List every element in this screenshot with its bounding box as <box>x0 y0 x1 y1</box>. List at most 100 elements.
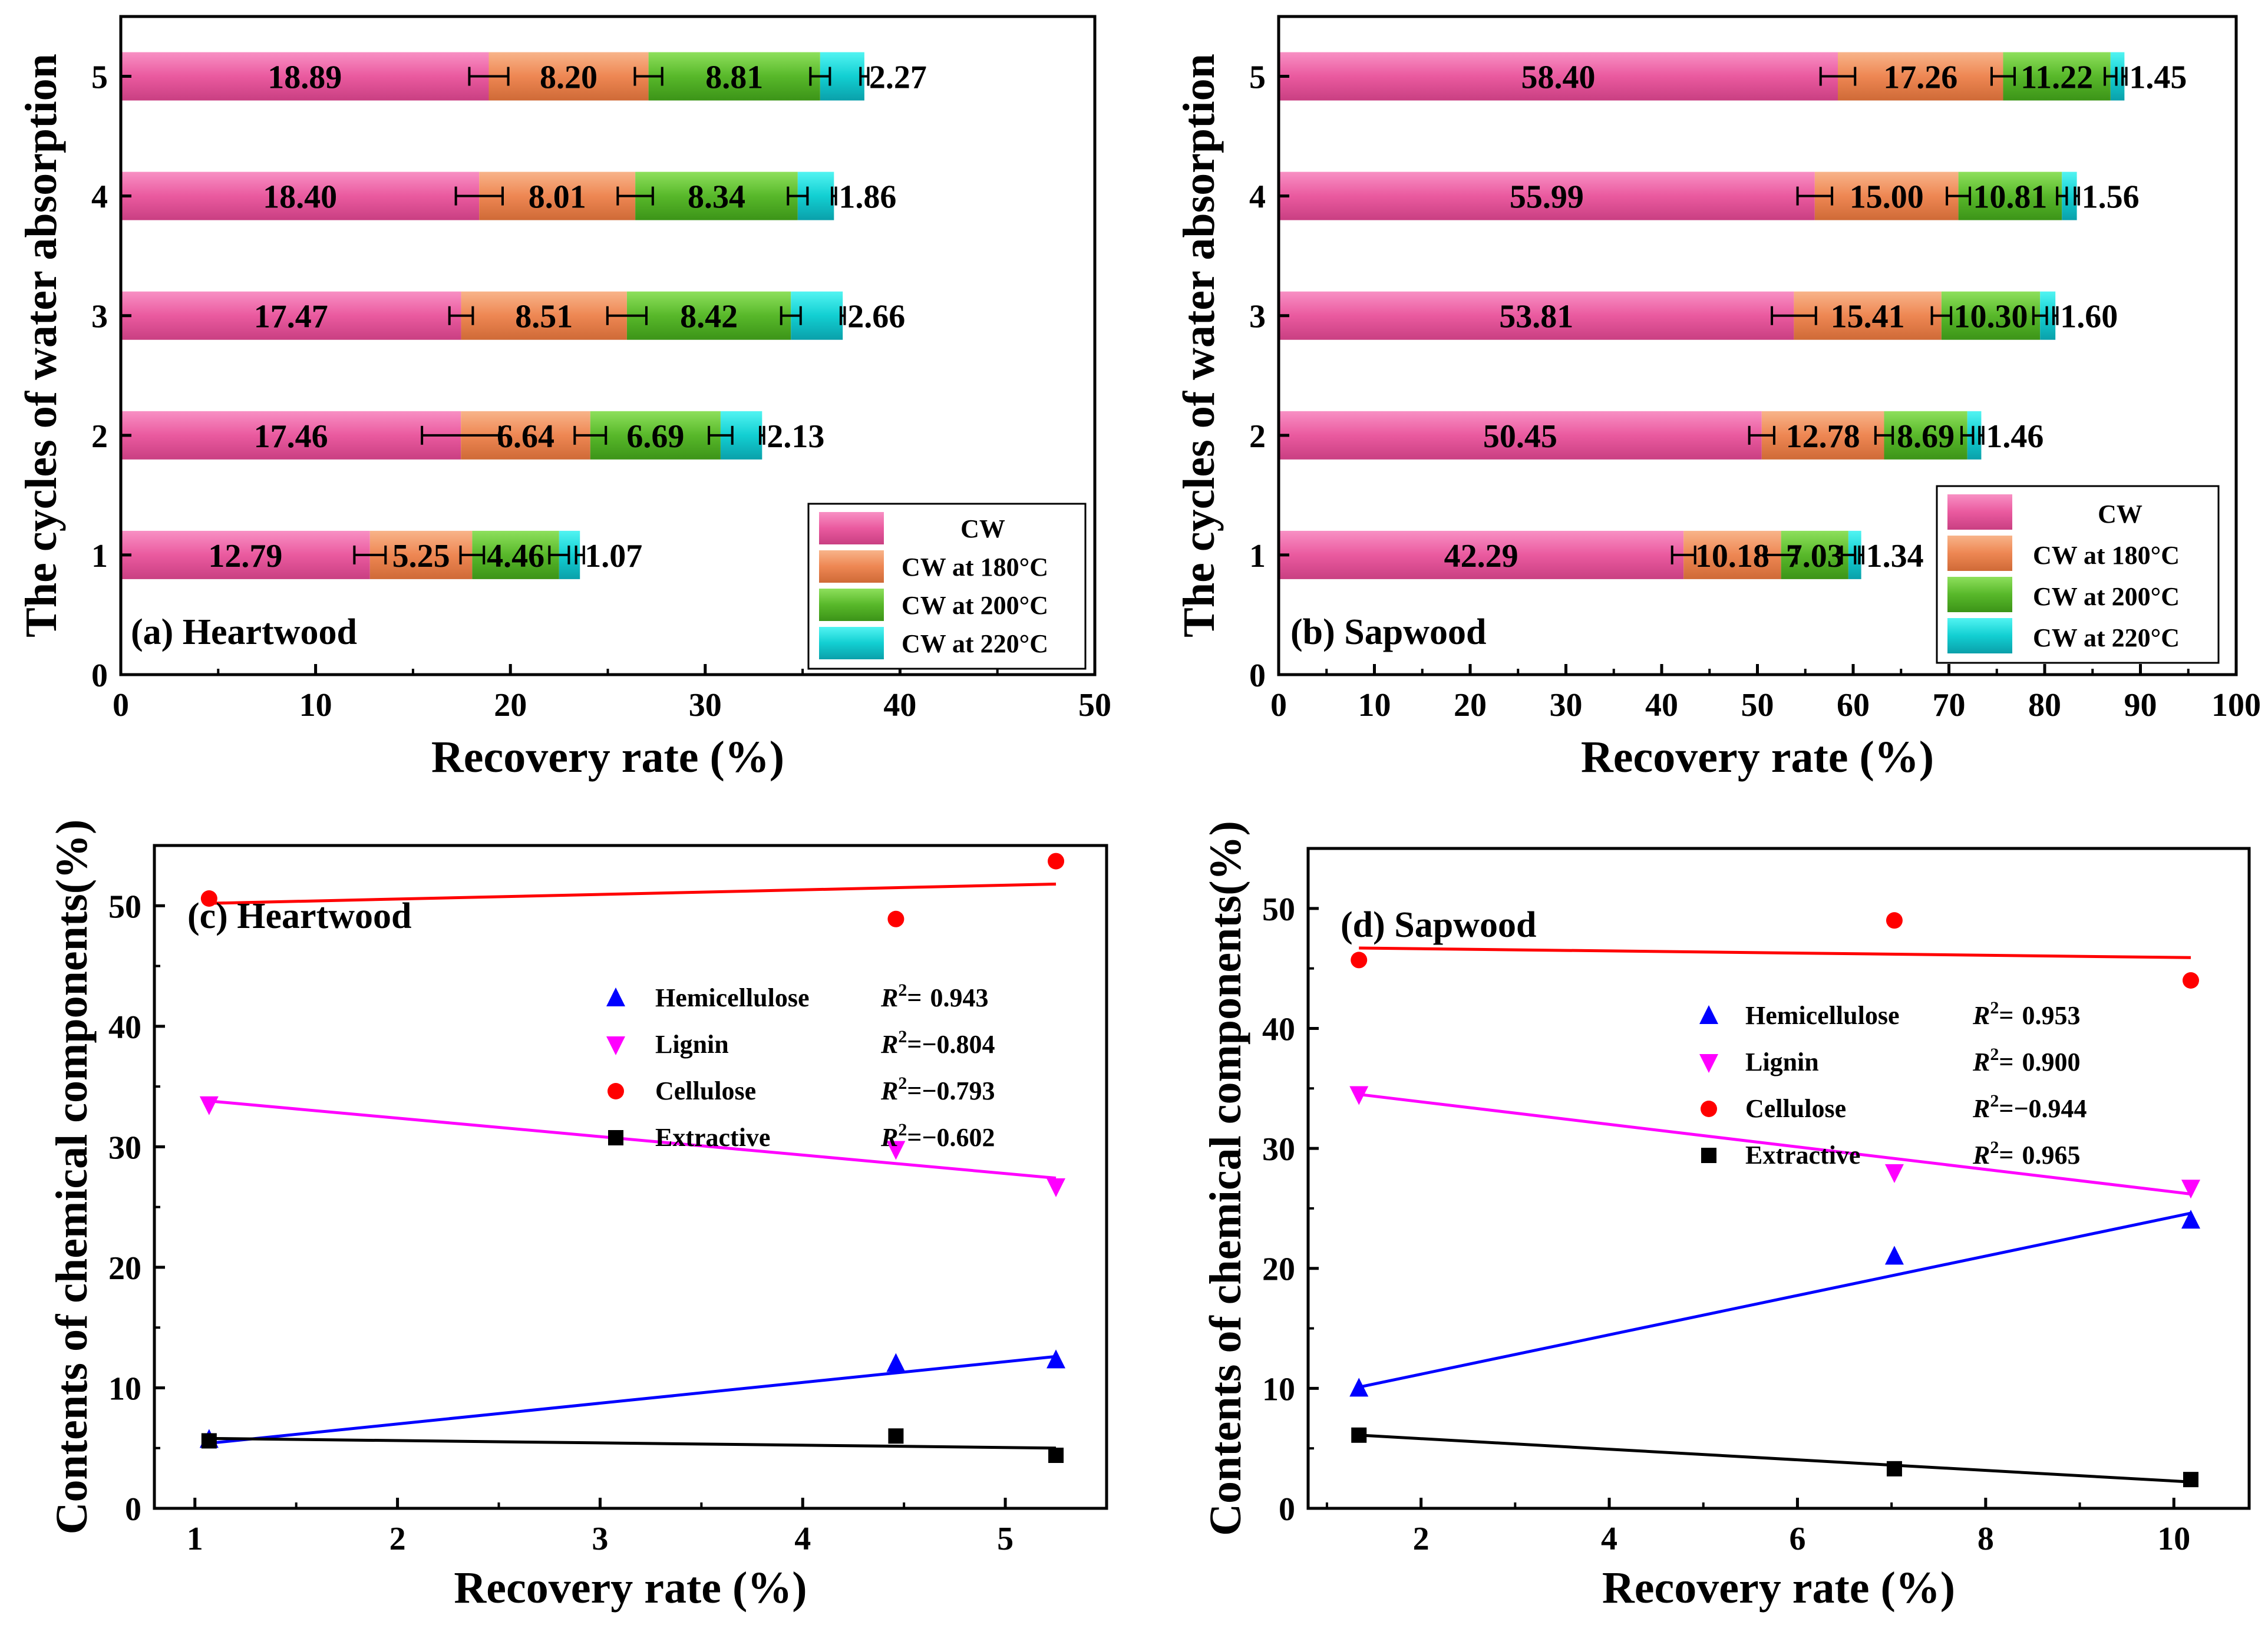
r-squared-exponent: 2 <box>898 1120 907 1140</box>
x-tick-label: 8 <box>1978 1521 1994 1557</box>
bar-value-label: 8.20 <box>540 60 597 96</box>
data-point <box>1701 1148 1716 1163</box>
error-bar <box>1796 186 1834 206</box>
error-bar <box>2121 67 2128 86</box>
r-squared-label: R2= 0.953 <box>1972 998 2080 1030</box>
x-tick-label: 50 <box>1078 687 1111 724</box>
bar-value-label: 8.01 <box>529 179 586 216</box>
panel-a-heartwood: 12.79 5.25 4.46 1.07 17.46 6.64 6.69 2.13 17.47 8… <box>16 15 1111 782</box>
legend-label: Lignin <box>655 1030 729 1059</box>
legend-swatch <box>1947 494 2012 530</box>
error-bar <box>839 306 846 325</box>
x-tick-label: 10 <box>2157 1521 2190 1557</box>
data-point <box>1349 1086 1369 1105</box>
panel-b-sapwood: 42.29 10.18 7.03 1.34 50.45 12.78 8.69 1.46 53.8… <box>1174 15 2261 782</box>
error-bar <box>787 186 809 206</box>
legend-swatch <box>819 512 884 544</box>
bar-value-label: 1.45 <box>2129 60 2187 96</box>
r-squared-exponent: 2 <box>1990 998 1999 1018</box>
y-tick-label: 3 <box>1249 299 1266 335</box>
r-squared-value: 0.953 <box>2022 1001 2080 1030</box>
r-squared-value: 0.943 <box>930 983 988 1012</box>
legend-entry: Hemicellulose R2= 0.953 <box>1699 998 2080 1030</box>
data-point <box>2181 1210 2200 1229</box>
r-squared-value: −0.944 <box>2013 1094 2087 1123</box>
bar-value-label: 53.81 <box>1499 299 1573 335</box>
x-tick-label: 60 <box>1837 687 1870 724</box>
x-tick-label: 1 <box>187 1521 203 1557</box>
bar-value-label: 2.13 <box>767 418 824 455</box>
r-squared-exponent: 2 <box>1990 1091 1999 1111</box>
error-bar <box>2074 186 2080 206</box>
r-squared-symbol: R <box>880 1030 898 1059</box>
legend-swatch <box>1947 536 2012 571</box>
x-tick-label: 5 <box>997 1521 1013 1557</box>
bar-value-label: 17.47 <box>254 299 328 335</box>
r-squared-equals: = <box>1999 1141 2013 1170</box>
y-tick-label: 10 <box>108 1370 141 1407</box>
error-bar <box>780 306 802 325</box>
fit-line <box>1359 946 2191 959</box>
error-bar <box>2104 67 2118 86</box>
error-bar <box>1990 67 2016 86</box>
y-tick-label: 10 <box>1262 1371 1295 1408</box>
bar-segment-2-cycle-1 <box>369 530 473 579</box>
legend-label: CW at 220°C <box>902 629 1048 658</box>
y-axis-title: The cycles of water absorption <box>1174 54 1224 638</box>
data-point <box>1048 1448 1064 1463</box>
bar-segment-3-cycle-5 <box>2003 52 2111 101</box>
data-point <box>1701 1101 1717 1117</box>
error-bar <box>633 67 663 86</box>
data-point <box>1699 1054 1718 1073</box>
data-point <box>1046 1349 1066 1369</box>
error-bar <box>548 545 570 564</box>
legend-swatch <box>1947 618 2012 653</box>
bar-value-label: 8.51 <box>515 299 573 335</box>
error-bar <box>1930 306 1953 325</box>
bar-segment-3-cycle-1 <box>472 530 559 579</box>
legend-label: CW at 200°C <box>2033 582 2180 611</box>
r-squared-label: R2=−0.602 <box>880 1120 995 1152</box>
legend-label: Hemicellulose <box>655 983 810 1012</box>
panel-label: (a) Heartwood <box>131 612 357 652</box>
r-squared-symbol: R <box>1972 1001 1990 1030</box>
r-squared-exponent: 2 <box>898 980 907 1000</box>
legend-swatch <box>819 589 884 621</box>
bar-segment-3-cycle-3 <box>1941 291 2041 340</box>
data-point <box>201 1433 217 1449</box>
data-point <box>2183 1472 2198 1488</box>
error-bar <box>2056 186 2068 206</box>
panel-label: (b) Sapwood <box>1290 612 1487 652</box>
error-bar <box>353 545 387 564</box>
legend-entry: Lignin R2= 0.900 <box>1699 1045 2080 1076</box>
bar-value-label: 2.66 <box>847 299 905 335</box>
panel-d-sapwood: 0 10 20 30 40 50 2 4 6 8 10 Recovery rate (%) Conten… <box>1201 821 2251 1613</box>
error-bar <box>606 306 648 325</box>
r-squared-equals: = <box>1999 1094 2013 1123</box>
x-tick-label: 20 <box>1454 687 1487 724</box>
bar-segment-3-cycle-2 <box>590 411 721 460</box>
data-point <box>888 1428 904 1444</box>
bar-segment-2-cycle-4 <box>479 171 636 220</box>
bar-value-label: 1.07 <box>585 538 642 574</box>
r-squared-equals: = <box>907 1076 922 1105</box>
bar-value-label: 50.45 <box>1483 418 1557 455</box>
x-tick-label: 3 <box>592 1521 608 1557</box>
x-axis-title: Recovery rate (%) <box>1602 1563 1955 1613</box>
data-point <box>1349 1378 1369 1397</box>
series-extractive <box>1351 1427 2198 1488</box>
y-tick-label: 5 <box>91 60 108 96</box>
bar-segment-3-cycle-4 <box>635 171 798 220</box>
data-point <box>608 1083 624 1099</box>
data-point <box>1351 1427 1367 1443</box>
fit-line <box>1358 1092 2191 1195</box>
legend-swatch <box>819 550 884 583</box>
error-bar <box>809 67 831 86</box>
legend-swatch <box>819 627 884 659</box>
bar-segment-1-cycle-3 <box>121 291 461 340</box>
x-tick-label: 70 <box>1933 687 1966 724</box>
x-tick-label: 6 <box>1789 1521 1805 1557</box>
bar-segment-1-cycle-5 <box>121 52 489 101</box>
data-point <box>1886 1461 1902 1477</box>
y-tick-label: 0 <box>1279 1491 1295 1528</box>
